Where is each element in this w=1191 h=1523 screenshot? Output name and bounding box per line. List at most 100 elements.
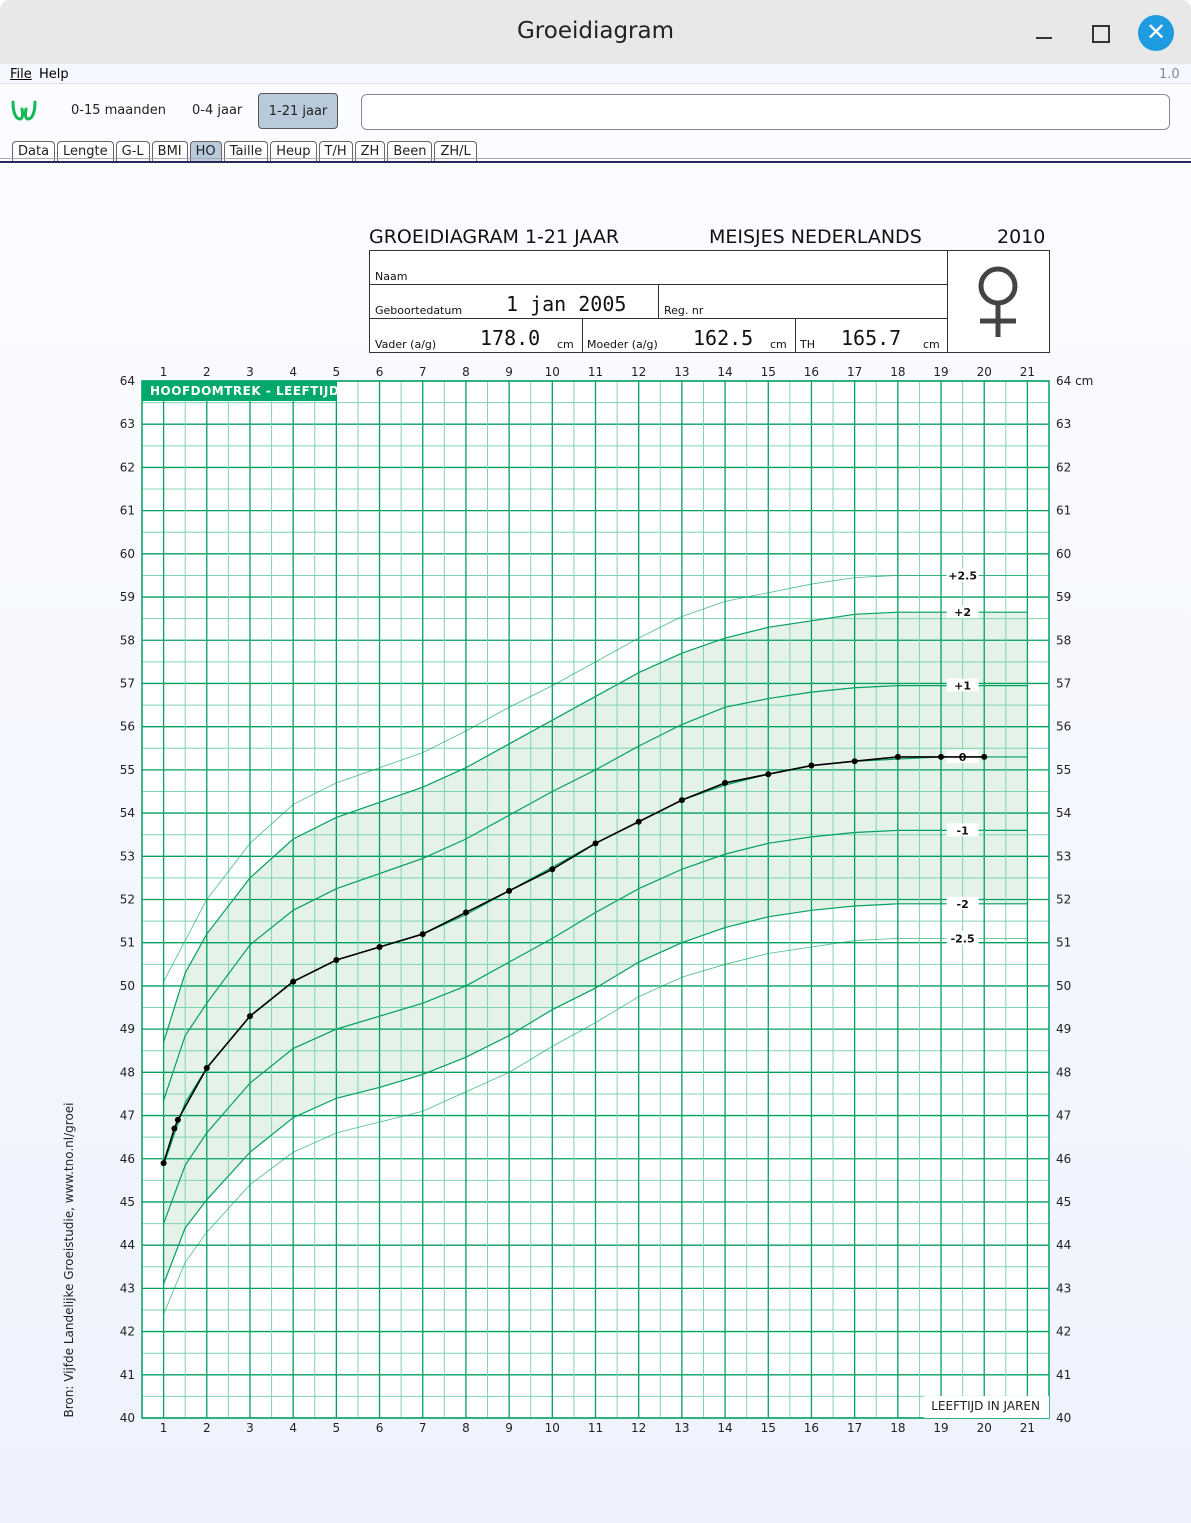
- x-tick-label-bottom: 6: [376, 1421, 384, 1435]
- y-tick-label-left: 48: [120, 1065, 135, 1079]
- measurement-point: [506, 887, 513, 894]
- x-tick-label-top: 17: [847, 365, 862, 379]
- x-tick-label-top: 3: [246, 365, 254, 379]
- y-tick-label-left: 55: [120, 763, 135, 777]
- moeder-unit: cm: [770, 338, 787, 351]
- divider: [658, 284, 659, 318]
- regnr-label: Reg. nr: [664, 304, 704, 317]
- y-tick-label-left: 46: [120, 1152, 135, 1166]
- tab-data[interactable]: Data: [12, 141, 56, 161]
- x-tick-label-bottom: 2: [203, 1421, 211, 1435]
- th-label: TH: [800, 338, 815, 351]
- tab-lengte[interactable]: Lengte: [57, 141, 114, 161]
- geboortedatum-value: 1 jan 2005: [506, 292, 627, 316]
- sd-label-bg: [946, 823, 979, 837]
- menu-file[interactable]: File: [10, 67, 32, 82]
- tab-bmi[interactable]: BMI: [151, 141, 188, 161]
- range-1-21-years-button[interactable]: 1-21 jaar: [258, 93, 338, 129]
- female-symbol-icon: [978, 266, 1018, 337]
- x-tick-label-top: 4: [289, 365, 297, 379]
- tab-g-l[interactable]: G-L: [115, 141, 150, 161]
- tab-ho[interactable]: HO: [189, 141, 222, 161]
- tab-zh-l[interactable]: ZH/L: [434, 141, 477, 161]
- x-tick-label-top: 2: [203, 365, 211, 379]
- sd-curve-+1: [163, 685, 1028, 1101]
- y-tick-label-left: 59: [120, 590, 135, 604]
- title-bar: Groeidiagram ✕: [0, 0, 1191, 64]
- measurement-point: [333, 956, 340, 963]
- y-tick-label-left: 63: [120, 417, 135, 431]
- measurement-point: [376, 944, 383, 951]
- divider: [0, 161, 1191, 163]
- sd-label-bg: [946, 568, 979, 582]
- y-tick-label-right: 51: [1056, 936, 1071, 950]
- maximize-button[interactable]: [1085, 18, 1115, 48]
- x-tick-label-bottom: 8: [462, 1421, 470, 1435]
- tab-heup[interactable]: Heup: [270, 141, 317, 161]
- sd-curve--2.5: [163, 937, 1028, 1315]
- tab-zh[interactable]: ZH: [354, 141, 386, 161]
- x-tick-label-top: 18: [890, 365, 905, 379]
- tab-taille[interactable]: Taille: [223, 141, 269, 161]
- measurement-point: [808, 762, 815, 769]
- close-button[interactable]: ✕: [1138, 15, 1174, 51]
- x-tick-label-top: 14: [717, 365, 732, 379]
- sd-label-bg: [946, 678, 979, 692]
- x-tick-label-top: 12: [631, 365, 646, 379]
- divider: [369, 318, 948, 319]
- divider: [795, 318, 796, 352]
- range-0-4-years-button[interactable]: 0-4 jaar: [192, 103, 243, 118]
- y-tick-label-left: 42: [120, 1325, 135, 1339]
- y-tick-label-right: 48: [1056, 1065, 1071, 1079]
- sd-label: +1: [954, 680, 971, 693]
- form-year: 2010: [997, 226, 1046, 248]
- y-tick-label-left: 49: [120, 1022, 135, 1036]
- range-0-15-months-button[interactable]: 0-15 maanden: [71, 103, 166, 118]
- y-tick-label-right: 52: [1056, 893, 1071, 907]
- measurement-line: [162, 756, 985, 1164]
- x-tick-label-top: 16: [804, 365, 819, 379]
- x-tick-label-bottom: 5: [333, 1421, 341, 1435]
- y-tick-label-right: 40: [1056, 1411, 1071, 1425]
- measurement-point: [765, 771, 772, 778]
- y-tick-label-right: 64 cm: [1056, 374, 1093, 388]
- y-tick-label-right: 46: [1056, 1152, 1071, 1166]
- y-tick-label-right: 61: [1056, 504, 1071, 518]
- moeder-label: Moeder (a/g): [587, 338, 658, 351]
- y-tick-label-right: 50: [1056, 979, 1071, 993]
- measurement-point: [171, 1125, 178, 1132]
- tab-t-h[interactable]: T/H: [318, 141, 353, 161]
- naam-label: Naam: [375, 270, 408, 283]
- y-tick-label-left: 51: [120, 936, 135, 950]
- y-tick-label-left: 41: [120, 1368, 135, 1382]
- y-tick-label-left: 43: [120, 1281, 135, 1295]
- y-tick-label-left: 44: [120, 1238, 135, 1252]
- y-tick-label-right: 57: [1056, 676, 1071, 690]
- vader-label: Vader (a/g): [375, 338, 437, 351]
- y-tick-label-left: 62: [120, 460, 135, 474]
- measurement-point: [592, 840, 599, 847]
- sd-curve-+2: [163, 611, 1028, 1043]
- x-tick-label-bottom: 12: [631, 1421, 646, 1435]
- x-tick-label-top: 15: [761, 365, 776, 379]
- search-input[interactable]: [361, 94, 1170, 130]
- y-tick-label-left: 54: [120, 806, 135, 820]
- measurement-point: [938, 753, 945, 760]
- y-tick-label-right: 49: [1056, 1022, 1071, 1036]
- y-tick-label-left: 47: [120, 1109, 135, 1123]
- menu-help[interactable]: Help: [39, 67, 69, 82]
- sd-label: +2: [954, 606, 971, 619]
- divider: [0, 158, 1191, 159]
- minimize-button[interactable]: [1030, 18, 1060, 48]
- th-value: 165.7: [841, 326, 902, 350]
- x-tick-label-top: 6: [376, 365, 384, 379]
- form-title: GROEIDIAGRAM 1-21 JAAR: [369, 226, 620, 248]
- tab-bar: Data Lengte G-L BMI HO Taille Heup T/H Z…: [12, 141, 477, 161]
- measurement-point: [894, 753, 901, 760]
- y-tick-label-right: 62: [1056, 460, 1071, 474]
- x-tick-label-bottom: 1: [160, 1421, 168, 1435]
- tab-been[interactable]: Been: [387, 141, 433, 161]
- sex-cell: [947, 250, 1050, 353]
- y-tick-label-right: 56: [1056, 720, 1071, 734]
